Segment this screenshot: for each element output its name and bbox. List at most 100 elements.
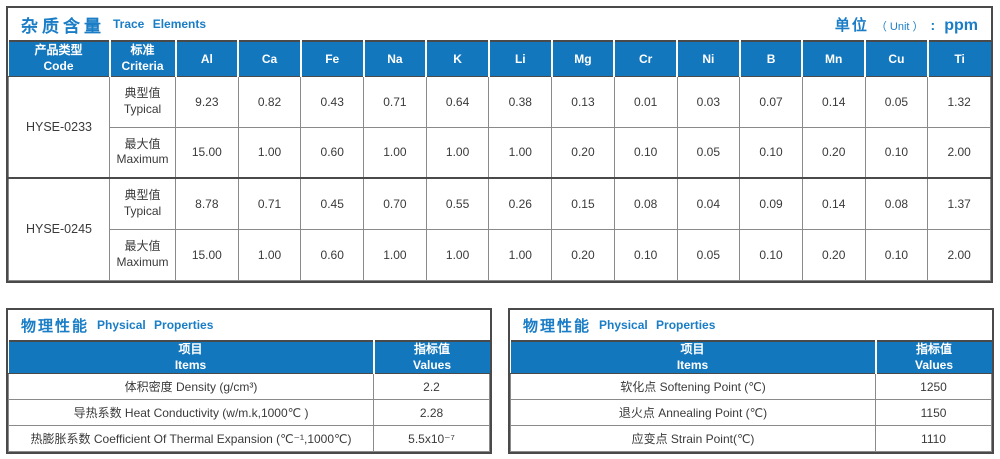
element-value-cell: 0.20 <box>801 228 866 281</box>
element-value-cell: 0.13 <box>551 75 615 128</box>
element-value-cell: 2.00 <box>927 228 991 281</box>
phys-right-title-cn: 物理性能 <box>523 317 592 335</box>
element-value-cell: 0.20 <box>551 228 615 281</box>
phys-left-title-cn: 物理性能 <box>21 317 90 335</box>
element-value-cell: 0.60 <box>300 126 365 179</box>
physical-item-label: 体积密度 Density (g/cm³) <box>7 373 375 401</box>
phys-left-title-en: Physical Properties <box>97 318 214 332</box>
col-header-values: 指标值 Values <box>874 341 992 375</box>
element-value-cell: 8.78 <box>175 177 239 230</box>
physical-property-row: 应变点 Strain Point(℃) 1110 <box>509 425 992 453</box>
element-value-cell: 0.20 <box>551 126 615 179</box>
element-value-cell: 0.15 <box>551 177 615 230</box>
col-header-items-cn: 项目 <box>680 342 705 356</box>
trace-data-row: 最大值 Maximum 15.00 1.00 0.60 1.00 1.00 1.00 0.20 0… <box>9 228 991 281</box>
element-value-cell: 0.08 <box>864 177 929 230</box>
product-code: HYSE-0245 <box>8 177 110 281</box>
physical-item-value: 1110 <box>875 425 992 453</box>
element-value-cell: 0.55 <box>425 177 490 230</box>
trace-data-row: HYSE-0233 典型值 Typical 9.23 0.82 0.43 0.71 0.64 0… <box>8 75 991 179</box>
element-value-cell: 0.38 <box>488 75 553 128</box>
trace-title-en: Trace Elements <box>113 17 207 31</box>
criteria-cn-label: 典型值 <box>124 85 161 100</box>
trace-data-row: HYSE-0245 典型值 Typical 8.78 0.71 0.45 0.70 0.55 0… <box>8 177 991 281</box>
trace-header-row: 产品类型 Code 标准 Criteria Al Ca Fe Na K Li Mg Cr Ni B… <box>8 41 991 77</box>
phys-right-title-en: Physical Properties <box>599 318 716 332</box>
criteria-cell: 典型值 Typical <box>109 177 176 230</box>
col-header-values-cn: 指标值 <box>916 342 953 356</box>
element-value-cell: 0.45 <box>300 177 365 230</box>
element-value-cell: 0.10 <box>739 228 803 281</box>
element-value-cell: 0.08 <box>613 177 678 230</box>
phys-right-title-bar: 物理性能 Physical Properties <box>510 310 992 340</box>
element-value-cell: 1.00 <box>425 228 490 281</box>
element-value-cell: 0.14 <box>801 177 866 230</box>
col-header-values-en: Values <box>915 357 954 372</box>
physical-item-label: 退火点 Annealing Point (℃) <box>509 399 877 427</box>
element-value-cell: 1.00 <box>237 126 302 179</box>
col-header-criteria-cn: 标准 <box>130 43 155 58</box>
unit-value: ppm <box>944 16 978 34</box>
element-value-cell: 1.00 <box>488 228 553 281</box>
criteria-en-label: Maximum <box>116 254 169 269</box>
element-value-cell: 0.05 <box>864 75 929 128</box>
col-header-items-en: Items <box>174 357 207 372</box>
criteria-en-label: Typical <box>123 101 162 116</box>
element-value-cell: 15.00 <box>175 228 239 281</box>
element-value-cell: 1.00 <box>363 126 427 179</box>
element-value-cell: 0.10 <box>864 228 929 281</box>
element-value-cell: 0.70 <box>363 177 427 230</box>
trace-title-cn: 杂质含量 <box>21 16 105 36</box>
col-header-element-ca: Ca <box>237 41 301 77</box>
physical-property-row: 软化点 Softening Point (℃) 1250 <box>509 373 992 401</box>
element-value-cell: 0.10 <box>739 126 803 179</box>
criteria-en-label: Maximum <box>116 152 169 167</box>
criteria-en-label: Typical <box>123 203 162 218</box>
physical-property-row: 退火点 Annealing Point (℃) 1150 <box>509 399 992 427</box>
element-value-cell: 0.14 <box>801 75 866 128</box>
physical-item-label: 导热系数 Heat Conductivity (w/m.k,1000℃ ) <box>7 399 375 427</box>
element-value-cell: 0.10 <box>613 228 678 281</box>
trace-data-row: 最大值 Maximum 15.00 1.00 0.60 1.00 1.00 1.00 0.20 0… <box>9 126 991 179</box>
col-header-element-li: Li <box>487 41 552 77</box>
col-header-criteria-en: Criteria <box>121 58 164 73</box>
physical-item-value: 5.5x10⁻⁷ <box>373 425 490 453</box>
col-header-element-k: K <box>425 41 489 77</box>
physical-properties-panel-right: 物理性能 Physical Properties 项目 Items 指标值 Va… <box>508 308 994 455</box>
element-value-cell: 0.71 <box>363 75 427 128</box>
element-value-cell: 0.10 <box>864 126 929 179</box>
element-value-cell: 0.07 <box>739 75 803 128</box>
element-value-cell: 0.03 <box>676 75 741 128</box>
physical-item-label: 应变点 Strain Point(℃) <box>509 425 877 453</box>
col-header-items: 项目 Items <box>510 341 876 375</box>
physical-properties-panel-left: 物理性能 Physical Properties 项目 Items 指标值 Va… <box>6 308 492 455</box>
criteria-cell: 最大值 Maximum <box>109 228 176 281</box>
physical-item-label: 软化点 Softening Point (℃) <box>509 373 877 401</box>
col-header-product-code-en: Code <box>43 58 74 73</box>
col-header-element-mg: Mg <box>550 41 615 77</box>
element-value-cell: 0.09 <box>739 177 803 230</box>
unit-label-cn: 单位 <box>834 16 869 34</box>
element-value-cell: 0.60 <box>300 228 365 281</box>
criteria-cn-label: 最大值 <box>124 136 161 151</box>
physical-property-row: 导热系数 Heat Conductivity (w/m.k,1000℃ ) 2.2… <box>7 399 490 427</box>
physical-item-value: 2.28 <box>373 399 490 427</box>
col-header-criteria: 标准 Criteria <box>108 41 176 77</box>
col-header-element-mn: Mn <box>801 41 866 77</box>
element-value-cell: 0.64 <box>425 75 490 128</box>
col-header-values: 指标值 Values <box>372 341 490 375</box>
element-value-cell: 1.00 <box>425 126 490 179</box>
unit-label: 单位 （ Unit ） : ppm <box>835 14 978 35</box>
col-header-element-cr: Cr <box>613 41 677 77</box>
product-code: HYSE-0233 <box>8 75 110 179</box>
element-value-cell: 1.37 <box>927 177 991 230</box>
trace-table-body: HYSE-0233 典型值 Typical 9.23 0.82 0.43 0.71 0.64 0… <box>8 75 991 281</box>
criteria-cn-label: 典型值 <box>124 188 161 203</box>
col-header-product-code-cn: 产品类型 <box>34 43 83 58</box>
physical-item-value: 1250 <box>875 373 992 401</box>
element-value-cell: 2.00 <box>927 126 991 179</box>
element-value-cell: 0.04 <box>676 177 741 230</box>
col-header-values-en: Values <box>413 357 452 372</box>
element-value-cell: 0.43 <box>300 75 365 128</box>
trace-panel-title-bar: 杂质含量 Trace Elements 单位 （ Unit ） : ppm <box>8 8 991 40</box>
